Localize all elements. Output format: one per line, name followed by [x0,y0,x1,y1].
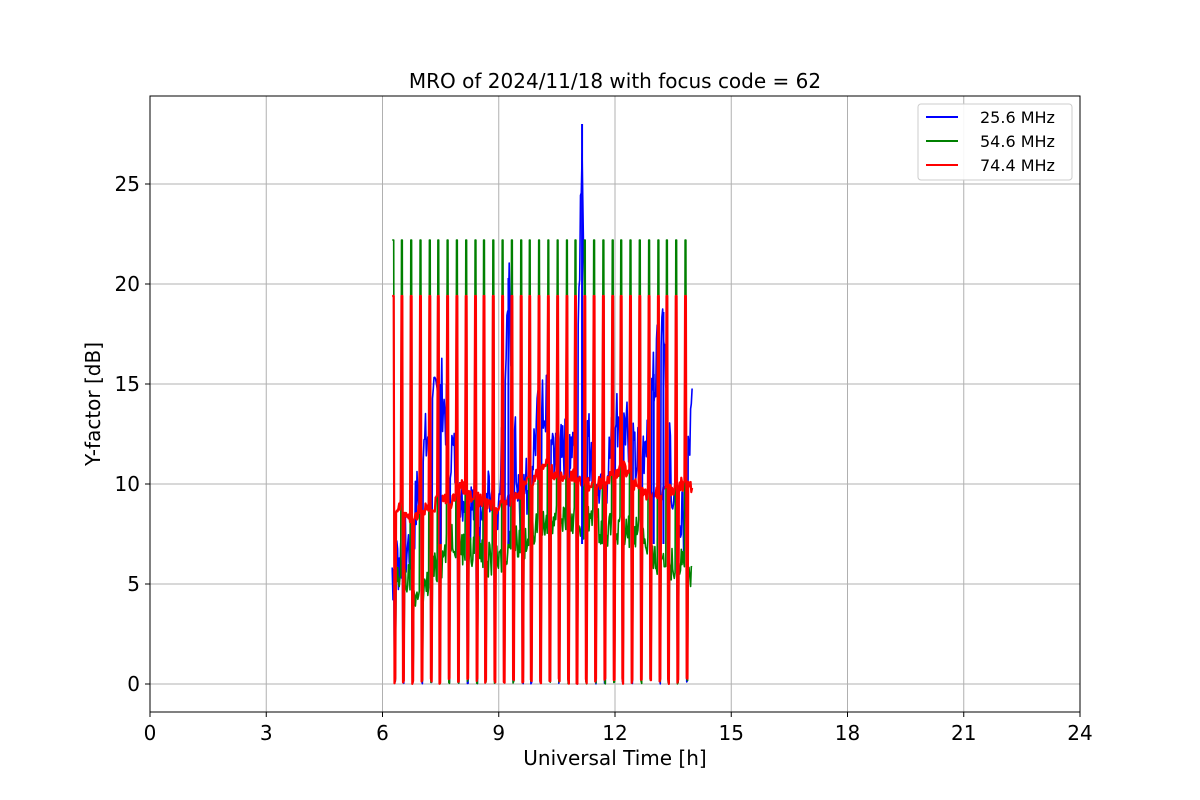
x-tick-label: 15 [719,721,744,745]
x-tick-label: 12 [602,721,627,745]
x-axis-label: Universal Time [h] [523,746,706,770]
y-tick-label: 15 [115,372,140,396]
x-axis-ticks: 0 3 6 9 12 15 18 21 24 [144,712,1093,745]
x-tick-label: 0 [144,721,157,745]
chart-title: MRO of 2024/11/18 with focus code = 62 [409,69,821,93]
legend-label: 25.6 MHz [980,108,1055,127]
x-tick-label: 3 [260,721,273,745]
legend-label: 74.4 MHz [980,156,1055,175]
legend: 25.6 MHz 54.6 MHz 74.4 MHz [917,103,1073,181]
legend-label: 54.6 MHz [980,132,1055,151]
y-tick-label: 10 [115,472,140,496]
x-tick-label: 24 [1067,721,1092,745]
legend-box [917,103,1073,181]
y-axis-label: Y-factor [dB] [81,342,105,467]
x-tick-label: 21 [951,721,976,745]
y-tick-label: 0 [127,672,140,696]
x-tick-label: 18 [835,721,860,745]
y-tick-label: 20 [115,272,140,296]
x-tick-label: 6 [376,721,389,745]
y-axis-ticks: 0 5 10 15 20 25 [115,172,150,696]
y-tick-label: 5 [127,572,140,596]
plot-lines [391,124,694,685]
x-tick-label: 9 [492,721,505,745]
series-line-74_4-mhz [391,294,694,685]
y-tick-label: 25 [115,172,140,196]
